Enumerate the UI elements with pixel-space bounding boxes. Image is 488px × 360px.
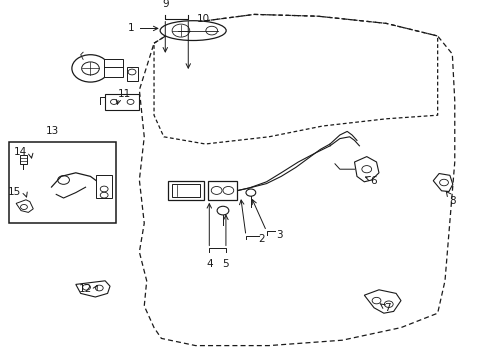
Text: 13: 13 bbox=[46, 126, 60, 136]
Polygon shape bbox=[364, 290, 400, 313]
Bar bbox=[207, 181, 237, 200]
Ellipse shape bbox=[160, 21, 225, 40]
Bar bbox=[9, 142, 116, 223]
Text: 3: 3 bbox=[276, 230, 283, 240]
Text: 12: 12 bbox=[79, 284, 92, 294]
Bar bbox=[96, 175, 112, 198]
Bar bbox=[127, 67, 138, 81]
Text: 11: 11 bbox=[118, 89, 131, 99]
Text: 5: 5 bbox=[222, 259, 229, 269]
Text: 10: 10 bbox=[197, 14, 210, 24]
Polygon shape bbox=[432, 174, 452, 192]
Bar bbox=[167, 181, 204, 200]
Text: 4: 4 bbox=[205, 259, 212, 269]
Text: 14: 14 bbox=[14, 147, 27, 157]
Text: 15: 15 bbox=[8, 186, 21, 197]
Text: 1: 1 bbox=[127, 23, 134, 33]
Bar bbox=[20, 155, 27, 164]
Polygon shape bbox=[76, 281, 110, 297]
Text: 2: 2 bbox=[258, 234, 264, 244]
Polygon shape bbox=[16, 200, 33, 212]
Text: 9: 9 bbox=[162, 0, 168, 9]
Text: 8: 8 bbox=[448, 196, 455, 206]
Text: 7: 7 bbox=[383, 303, 390, 313]
Polygon shape bbox=[354, 157, 378, 182]
Bar bbox=[104, 59, 122, 77]
Bar bbox=[171, 184, 200, 197]
Bar bbox=[105, 94, 139, 110]
Text: 6: 6 bbox=[370, 176, 377, 186]
